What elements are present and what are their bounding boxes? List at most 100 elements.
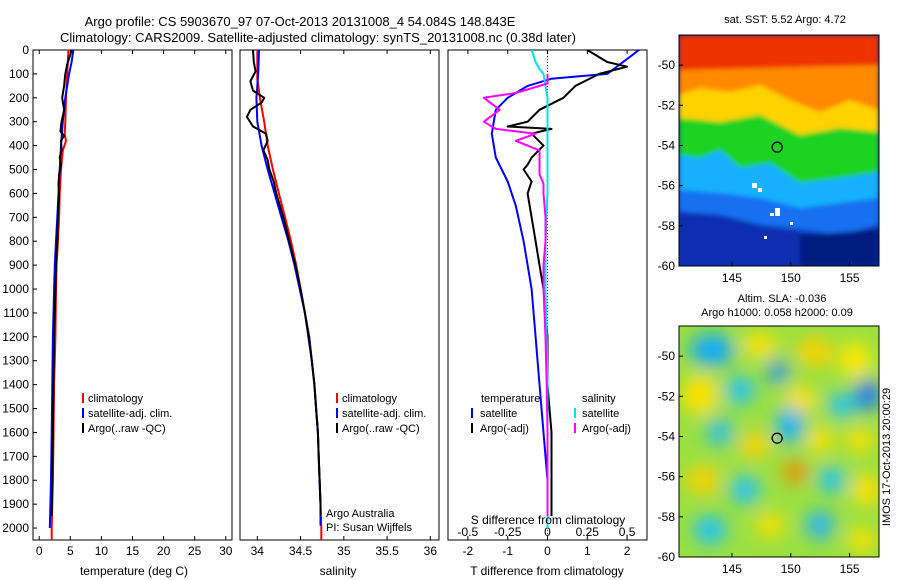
x-tick-label: 5 — [67, 544, 74, 558]
legend-climatology: climatology — [88, 393, 144, 405]
t-difference-axis: -2 -1 0 1 2 — [463, 50, 631, 558]
legend-s-argo: Argo(-adj) — [582, 423, 631, 435]
series-line — [245, 49, 322, 517]
sla-map: Altim. SLA: -0.036 Argo h1000: 0.058 h20… — [658, 293, 893, 576]
y-tick-label: 1500 — [2, 402, 29, 416]
x-tick-label: 10 — [95, 544, 109, 558]
sla-map-title-line2: Argo h1000: 0.058 h2000: 0.09 — [701, 307, 853, 319]
s-difference-axis-label: S difference from climatology — [471, 513, 626, 527]
sst-map: sat. SST: 5.52 Argo: 4.72 145 150 155- — [658, 14, 880, 285]
y-tick-label: 1100 — [3, 306, 29, 320]
series-line — [50, 49, 73, 517]
legend-t-argo: Argo(-adj) — [480, 423, 529, 435]
salinity-axis: 34 34.5 35 35.5 36 — [251, 50, 438, 558]
x-tick-label: 155 — [840, 271, 860, 285]
y-tick-label: 600 — [9, 186, 29, 200]
y-tick-label: -60 — [658, 259, 676, 273]
x-tick-label: 34.5 — [289, 544, 313, 558]
x-tick-label: 20 — [157, 544, 171, 558]
figure-title-line2: Climatology: CARS2009. Satellite-adjuste… — [60, 30, 576, 45]
legend-argo: Argo(..raw -QC) — [88, 423, 166, 435]
y-tick-label: 300 — [9, 115, 29, 129]
y-tick-label: -52 — [658, 389, 676, 403]
y-tick-label: -56 — [658, 470, 676, 484]
legend-satellite: satellite-adj. clim. — [342, 408, 426, 420]
x-tick-label: 155 — [840, 562, 860, 576]
salinity-legend: climatology satellite-adj. clim. Argo(..… — [336, 393, 426, 435]
y-tick-label: 1300 — [2, 354, 29, 368]
y-tick-label: 2000 — [2, 521, 29, 535]
x-tick-label: 36 — [424, 544, 438, 558]
x-tick-label: -2 — [463, 544, 474, 558]
y-tick-label: 1400 — [2, 378, 29, 392]
x-tick-label: 150 — [781, 271, 801, 285]
y-tick-label: 1800 — [2, 473, 29, 487]
argo-location-marker — [771, 141, 783, 153]
legend-satellite: satellite-adj. clim. — [88, 408, 172, 420]
y-tick-label: 900 — [9, 258, 29, 272]
x-tick-label: 1 — [584, 544, 591, 558]
x-tick-label: 34 — [251, 544, 265, 558]
y-tick-label: 1000 — [2, 282, 29, 296]
y-tick-label: 0 — [22, 43, 29, 57]
salinity-series — [245, 49, 323, 540]
y-tick-label: 400 — [9, 139, 29, 153]
y-tick-label: -58 — [658, 510, 676, 524]
legend-climatology: climatology — [342, 393, 398, 405]
s-tick-label: 0 — [544, 525, 551, 539]
x-tick-label: 30 — [219, 544, 233, 558]
y-tick-label: -50 — [658, 349, 676, 363]
temperature-panel: 0100200300400500600700800900100011001200… — [2, 43, 232, 578]
y-tick-label: -58 — [658, 219, 676, 233]
s-difference-axis: -0.5 -0.25 0 0.25 0.5 — [458, 525, 636, 539]
salinity-axis-label: salinity — [320, 564, 357, 578]
y-tick-label: 100 — [9, 67, 29, 81]
legend-argo: Argo(..raw -QC) — [342, 423, 420, 435]
s-tick-label: -0.25 — [494, 525, 522, 539]
x-tick-label: 145 — [722, 562, 742, 576]
sst-field — [679, 35, 879, 266]
legend-salinity-heading: salinity — [582, 393, 616, 405]
x-tick-label: -1 — [502, 544, 513, 558]
y-tick-label: 1700 — [2, 449, 29, 463]
x-tick-label: 0 — [36, 544, 43, 558]
y-tick-label: 200 — [9, 91, 29, 105]
sla-map-axes: 145 150 155 -50 -52 -54 -56 -58 -60 — [658, 349, 860, 576]
difference-series — [482, 49, 640, 528]
x-tick-label: 25 — [188, 544, 202, 558]
imos-timestamp-label: IMOS 17-Oct-2013 20:00:29 — [881, 388, 893, 526]
difference-panel: -2 -1 0 1 2 -0.5 -0.25 0 0.25 0.5 T difference f… — [447, 49, 648, 578]
x-tick-label: 35.5 — [375, 544, 399, 558]
sla-map-title-line1: Altim. SLA: -0.036 — [738, 293, 827, 305]
t-difference-axis-label: T difference from climatology — [470, 564, 624, 578]
y-tick-label: -50 — [658, 58, 676, 72]
x-tick-label: 0 — [544, 544, 551, 558]
y-tick-label: 700 — [9, 210, 29, 224]
sst-map-title: sat. SST: 5.52 Argo: 4.72 — [724, 14, 846, 26]
y-tick-label: -54 — [658, 429, 676, 443]
x-tick-label: 145 — [722, 271, 742, 285]
y-tick-label: 800 — [9, 234, 29, 248]
legend-t-satellite: satellite — [480, 408, 517, 420]
temperature-series — [48, 49, 75, 540]
temperature-axis-label: temperature (deg C) — [80, 564, 188, 578]
s-tick-label: -0.5 — [458, 525, 479, 539]
figure-title-line1: Argo profile: CS 5903670_97 07-Oct-2013 … — [85, 14, 516, 29]
sla-field — [682, 333, 879, 552]
salinity-panel: 34 34.5 35 35.5 36 salinity climatology sate… — [239, 49, 440, 578]
y-tick-label: -52 — [658, 98, 676, 112]
y-tick-label: 1600 — [2, 425, 29, 439]
argo-location-marker — [771, 432, 783, 444]
sst-map-axes: 145 150 155 -50 -52 -54 -56 -58 -60 — [658, 58, 860, 285]
x-tick-label: 35 — [337, 544, 351, 558]
temperature-axis: 0 5 10 15 20 25 30 — [36, 50, 233, 558]
y-tick-label: 1900 — [2, 497, 29, 511]
series-line — [490, 49, 640, 528]
y-tick-label: 500 — [9, 163, 29, 177]
y-tick-label: -54 — [658, 138, 676, 152]
y-tick-label: 1200 — [2, 330, 29, 344]
temperature-legend: climatology satellite-adj. clim. Argo(..… — [82, 393, 172, 435]
series-line — [482, 73, 549, 517]
y-tick-label: -56 — [658, 179, 676, 193]
